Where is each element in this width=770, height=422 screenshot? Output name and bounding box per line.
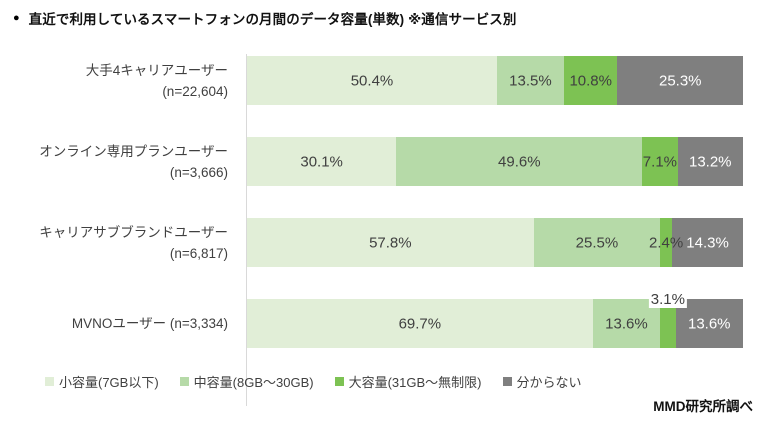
bar: 30.1% 49.6% 7.1% 13.2% [247, 137, 743, 186]
bar-segment [677, 137, 743, 186]
chart-row: キャリアサブブランドユーザー (n=6,817) 57.8% 25.5% 2.4% 14.… [0, 218, 770, 267]
value-label: 13.6% [687, 315, 731, 332]
chart-row: MVNOユーザー (n=3,334) 69.7% 13.6% 3.1% 13.6% [0, 291, 770, 348]
value-label: 25.3% [658, 72, 702, 89]
value-label: 57.8% [369, 234, 412, 251]
legend-swatch-icon [179, 377, 189, 386]
value-label: 7.1% [642, 153, 678, 170]
bar-segment [660, 299, 676, 348]
bar-segment [247, 218, 534, 267]
category-label-line: 大手4キャリアユーザー [85, 62, 228, 78]
legend-swatch-icon [334, 377, 344, 386]
category-label: オンライン専用プランユーザー (n=3,666) [0, 141, 238, 183]
category-label: キャリアサブブランドユーザー (n=6,817) [0, 222, 238, 264]
value-label: 14.3% [686, 234, 729, 251]
category-label-line: (n=6,817) [169, 245, 228, 261]
stacked-bar-chart: 大手4キャリアユーザー (n=22,604) 50.4% 13.5% 10.8% 25.3… [0, 54, 770, 406]
value-label: 69.7% [398, 315, 442, 332]
bar-segment [642, 137, 678, 186]
bar: 50.4% 13.5% 10.8% 25.3% [247, 56, 743, 105]
bar-segment [247, 56, 497, 105]
bar: 57.8% 25.5% 2.4% 14.3% [247, 218, 743, 267]
legend-item: 分からない [502, 372, 582, 391]
category-label: MVNOユーザー (n=3,334) [0, 313, 238, 334]
chart-header: ● 直近で利用しているスマートフォンの月間のデータ容量(単数) ※通信サービス別 [13, 8, 762, 28]
bar-segment [247, 299, 593, 348]
bar-segment [672, 218, 743, 267]
chart-row: オンライン専用プランユーザー (n=3,666) 30.1% 49.6% 7.1% 13.… [0, 137, 770, 186]
value-label: 10.8% [569, 72, 612, 89]
legend-item: 小容量(7GB以下) [45, 372, 159, 391]
value-label: 49.6% [498, 153, 541, 170]
value-label: 2.4% [649, 234, 684, 251]
bar-segment [396, 137, 643, 186]
bar-segment [660, 218, 673, 267]
chart-legend: 小容量(7GB以下) 中容量(8GB〜30GB) 大容量(31GB〜無制限) 分からな… [45, 372, 760, 391]
category-label-line: MVNOユーザー (n=3,334) [71, 316, 228, 331]
value-label: 13.5% [509, 72, 552, 89]
category-label: 大手4キャリアユーザー (n=22,604) [0, 60, 238, 102]
bar-segment [563, 56, 618, 105]
category-label-line: (n=3,666) [169, 164, 228, 180]
bullet-icon: ● [13, 12, 20, 24]
bar-segment [247, 137, 397, 186]
legend-swatch-icon [502, 377, 512, 386]
legend-label: 大容量(31GB〜無制限) [348, 375, 482, 390]
legend-label: 小容量(7GB以下) [59, 375, 159, 390]
bar-segment [617, 56, 743, 105]
value-label: 50.4% [350, 72, 394, 89]
value-label: 25.5% [575, 234, 619, 251]
value-label: 30.1% [300, 153, 343, 170]
legend-label: 中容量(8GB〜30GB) [193, 375, 314, 390]
legend-item: 大容量(31GB〜無制限) [334, 372, 482, 391]
value-label: 13.6% [605, 315, 648, 332]
source-credit: MMD研究所調べ [653, 399, 753, 414]
legend-item: 中容量(8GB〜30GB) [179, 372, 314, 391]
bar: 69.7% 13.6% 3.1% 13.6% [247, 291, 743, 348]
bar-segment [533, 218, 661, 267]
bar-segment [496, 56, 564, 105]
category-label-line: キャリアサブブランドユーザー [39, 224, 228, 240]
category-axis-line [246, 54, 247, 406]
category-label-line: (n=22,604) [162, 83, 228, 99]
chart-row: 大手4キャリアユーザー (n=22,604) 50.4% 13.5% 10.8% 25.3… [0, 56, 770, 105]
value-label: 3.1% [648, 291, 687, 308]
legend-swatch-icon [45, 377, 54, 386]
value-label: 13.2% [688, 153, 732, 170]
category-label-line: オンライン専用プランユーザー [39, 143, 228, 159]
legend-label: 分からない [516, 375, 582, 390]
page-title: 直近で利用しているスマートフォンの月間のデータ容量(単数) ※通信サービス別 [28, 12, 517, 27]
